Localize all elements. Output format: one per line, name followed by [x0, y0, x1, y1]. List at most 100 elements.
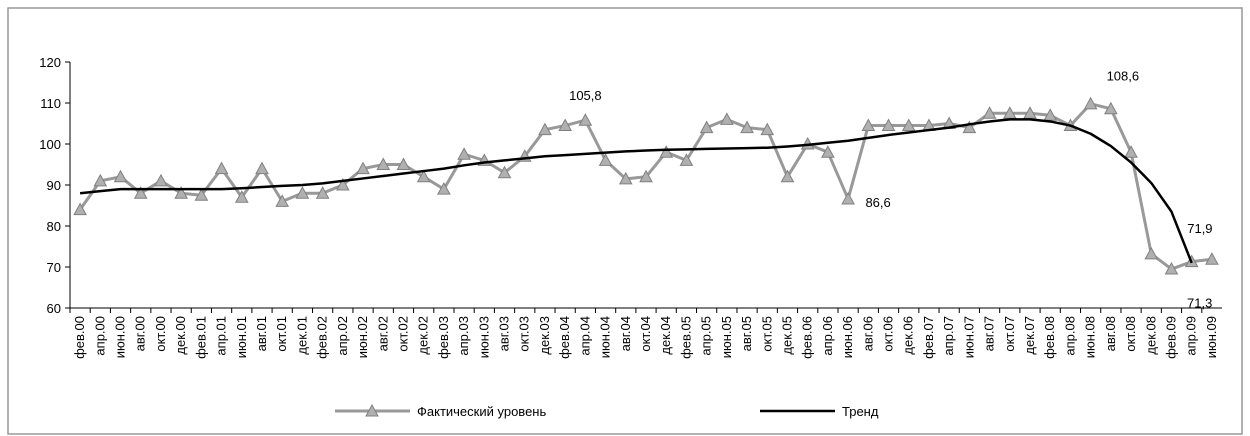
x-tick-label: фев.05 [678, 316, 693, 359]
x-tick-label: окт.03 [517, 316, 532, 352]
point-marker [497, 165, 512, 179]
x-tick-label: июн.06 [840, 316, 855, 358]
point-marker [659, 145, 674, 158]
x-tick-label: авг.06 [860, 316, 875, 351]
point-marker [457, 147, 471, 160]
x-tick-label: окт.02 [395, 316, 410, 352]
x-tick-label: окт.07 [1002, 316, 1017, 352]
point-marker [174, 186, 189, 199]
point-marker [881, 118, 896, 132]
x-tick-label: фев.02 [315, 316, 330, 359]
series-line [79, 118, 1193, 264]
point-marker [234, 190, 249, 203]
point-marker [780, 169, 795, 183]
point-marker [73, 202, 87, 216]
data-label: 105,8 [569, 88, 602, 103]
x-tick-label: июн.09 [1204, 316, 1219, 358]
x-tick-label: авг.03 [497, 316, 512, 351]
y-tick-label: 120 [39, 55, 61, 70]
x-tick-label: дек.03 [537, 316, 552, 355]
x-tick-label: июн.05 [719, 316, 734, 358]
point-marker [255, 161, 269, 175]
x-tick-label: авг.00 [133, 316, 148, 351]
point-marker [679, 153, 694, 166]
point-marker [618, 171, 633, 185]
point-marker [275, 194, 290, 207]
point-marker [1205, 252, 1219, 265]
chart-frame [7, 7, 1243, 435]
y-tick-label: 60 [47, 301, 61, 316]
x-tick-label: июн.01 [234, 316, 249, 358]
x-tick-label: авг.02 [375, 316, 390, 351]
x-tick-label: апр.03 [456, 316, 471, 356]
x-tick-label: дек.07 [1022, 316, 1037, 355]
x-tick-label: июн.03 [476, 316, 491, 358]
y-tick-label: 80 [47, 219, 61, 234]
x-tick-label: фев.07 [921, 316, 936, 359]
x-tick-label: апр.00 [92, 316, 107, 356]
point-marker [1083, 96, 1098, 110]
point-marker [315, 186, 330, 199]
point-marker [699, 120, 714, 134]
point-marker [1124, 145, 1138, 158]
point-marker [396, 157, 411, 170]
point-marker [841, 191, 855, 205]
x-tick-label: апр.01 [214, 316, 229, 356]
x-tick-label: окт.00 [153, 316, 168, 352]
x-tick-label: фев.09 [1163, 316, 1178, 359]
point-marker [1103, 101, 1118, 115]
x-tick-label: дек.05 [779, 316, 794, 355]
point-marker [1144, 246, 1159, 260]
x-tick-label: окт.08 [1123, 316, 1138, 352]
y-tick-label: 90 [47, 178, 61, 193]
y-tick-label: 110 [40, 96, 61, 111]
legend-marker [365, 403, 379, 417]
x-tick-label: дек.00 [173, 316, 188, 355]
legend-label: Фактический уровень [417, 404, 546, 419]
point-marker [861, 118, 876, 132]
x-tick-label: окт.05 [759, 316, 774, 352]
x-tick-label: авг.04 [618, 316, 633, 351]
point-marker [437, 182, 451, 195]
x-tick-label: окт.01 [274, 316, 289, 352]
x-tick-label: июн.08 [1083, 316, 1098, 358]
x-tick-label: июн.07 [961, 316, 976, 358]
point-marker [760, 122, 775, 136]
x-tick-label: дек.04 [658, 316, 673, 355]
x-tick-label: фев.04 [557, 316, 572, 359]
x-tick-label: апр.06 [820, 316, 835, 356]
data-label: 71,3 [1187, 296, 1212, 311]
x-tick-label: авг.07 [982, 316, 997, 351]
point-marker [962, 120, 977, 134]
point-marker [194, 188, 209, 201]
point-marker [356, 161, 370, 175]
x-tick-label: авг.05 [739, 316, 754, 351]
x-tick-label: авг.08 [1103, 316, 1118, 351]
x-tick-label: апр.09 [1184, 316, 1199, 356]
point-marker [558, 118, 573, 132]
x-tick-label: авг.01 [254, 316, 269, 351]
x-tick-label: дек.01 [294, 316, 309, 355]
x-tick-label: дек.08 [1143, 316, 1158, 355]
data-label: 71,9 [1187, 221, 1212, 236]
y-tick-label: 70 [47, 260, 61, 275]
point-marker [639, 169, 653, 183]
y-tick-label: 100 [39, 137, 61, 152]
point-marker [538, 122, 552, 136]
point-marker [376, 157, 391, 170]
point-marker [598, 153, 613, 166]
data-label: 108,6 [1107, 69, 1140, 84]
point-marker [154, 173, 168, 187]
x-tick-label: апр.05 [699, 316, 714, 356]
point-marker [416, 169, 431, 183]
point-marker [214, 161, 229, 175]
x-tick-label: окт.04 [638, 316, 653, 352]
x-tick-label: фев.06 [800, 316, 815, 359]
x-tick-label: фев.00 [72, 316, 87, 359]
point-marker [821, 145, 835, 158]
point-marker [93, 173, 108, 187]
data-label: 86,6 [865, 195, 890, 210]
point-marker [113, 169, 128, 183]
x-tick-label: июн.00 [113, 316, 128, 358]
